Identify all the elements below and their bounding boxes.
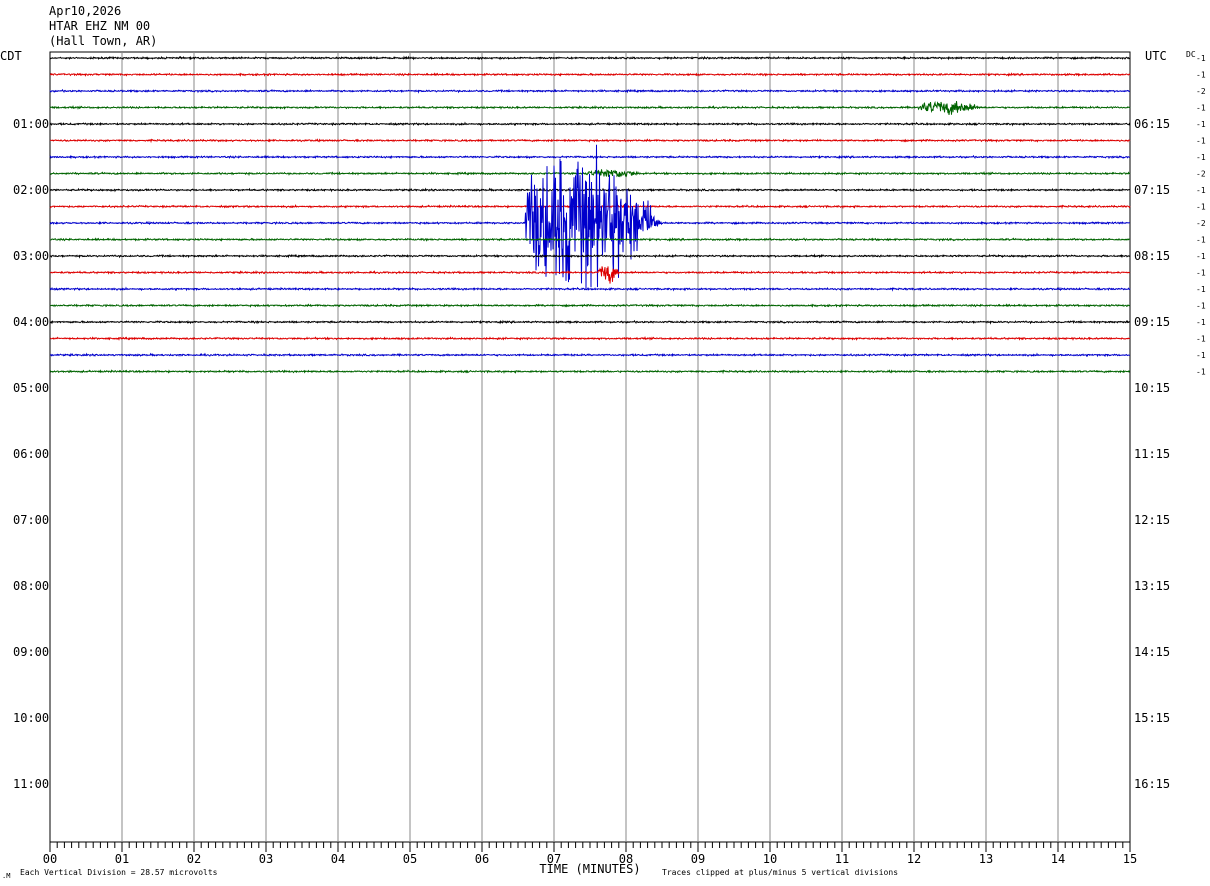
x-tick-label: 14 bbox=[1051, 852, 1065, 866]
trace-line bbox=[49, 369, 1131, 375]
right-hour-label: 08:15 bbox=[1134, 249, 1170, 263]
dc-offset-label: -1 bbox=[1196, 203, 1206, 212]
left-hour-label: 05:00 bbox=[13, 381, 49, 395]
trace-line bbox=[49, 55, 1131, 61]
right-hour-label: 12:15 bbox=[1134, 513, 1170, 527]
x-tick-label: 12 bbox=[907, 852, 921, 866]
right-hour-label: 14:15 bbox=[1134, 645, 1170, 659]
left-hour-label: 04:00 bbox=[13, 315, 49, 329]
x-tick-label: 10 bbox=[763, 852, 777, 866]
dc-offset-label: -1 bbox=[1196, 137, 1206, 146]
trace-line bbox=[49, 88, 1131, 94]
x-axis-title: TIME (MINUTES) bbox=[539, 862, 640, 876]
right-hour-label: 06:15 bbox=[1134, 117, 1170, 131]
trace-line bbox=[49, 319, 1131, 325]
corner-mark: .M bbox=[2, 872, 10, 880]
dc-offset-label: -1 bbox=[1196, 351, 1206, 360]
x-tick-label: 00 bbox=[43, 852, 57, 866]
right-hour-label: 13:15 bbox=[1134, 579, 1170, 593]
dc-offset-label: -1 bbox=[1196, 71, 1206, 80]
location-label: (Hall Town, AR) bbox=[49, 34, 157, 48]
station-label: HTAR EHZ NM 00 bbox=[49, 19, 150, 33]
dc-offset-label: -1 bbox=[1196, 252, 1206, 261]
right-hour-label: 15:15 bbox=[1134, 711, 1170, 725]
grid bbox=[49, 51, 1131, 843]
left-hour-label: 01:00 bbox=[13, 117, 49, 131]
x-tick-label: 01 bbox=[115, 852, 129, 866]
trace-line bbox=[49, 144, 1131, 291]
right-timezone-label: UTC bbox=[1145, 49, 1167, 63]
dc-offset-label: -1 bbox=[1196, 318, 1206, 327]
dc-offset-label: -1 bbox=[1196, 269, 1206, 278]
left-hour-label: 10:00 bbox=[13, 711, 49, 725]
date-label: Apr10,2026 bbox=[49, 4, 121, 18]
left-hour-label: 07:00 bbox=[13, 513, 49, 527]
x-tick-label: 03 bbox=[259, 852, 273, 866]
left-hour-label: 06:00 bbox=[13, 447, 49, 461]
x-tick-label: 15 bbox=[1123, 852, 1137, 866]
dc-offset-label: -1 bbox=[1196, 368, 1206, 377]
scale-note: Each Vertical Division = 28.57 microvolt… bbox=[20, 868, 218, 877]
trace-line bbox=[50, 169, 1131, 178]
trace-line bbox=[49, 336, 1131, 341]
right-hour-label: 10:15 bbox=[1134, 381, 1170, 395]
x-tick-label: 04 bbox=[331, 852, 345, 866]
x-axis: 00 01 02 03 04 05 06 07 08 09 10 11 12 13 14 15 bbox=[43, 842, 1137, 866]
trace-line bbox=[49, 154, 1131, 160]
trace-line bbox=[50, 121, 1131, 127]
left-hour-label: 09:00 bbox=[13, 645, 49, 659]
dc-offset-label: -1 bbox=[1196, 302, 1206, 311]
dc-offset-label: -2 bbox=[1196, 219, 1206, 228]
x-tick-label: 05 bbox=[403, 852, 417, 866]
trace-line bbox=[50, 266, 1131, 284]
trace-line bbox=[49, 237, 1130, 242]
x-tick-label: 06 bbox=[475, 852, 489, 866]
x-tick-label: 07 bbox=[547, 852, 561, 866]
dc-offset-label: -1 bbox=[1196, 120, 1206, 129]
hour-labels: 01:00 02:00 03:00 04:00 05:00 06:00 07:00 08:00… bbox=[13, 117, 1170, 791]
right-hour-label: 11:15 bbox=[1134, 447, 1170, 461]
right-hour-label: 07:15 bbox=[1134, 183, 1170, 197]
right-hour-label: 09:15 bbox=[1134, 315, 1170, 329]
trace-line bbox=[49, 253, 1131, 259]
x-tick-label: 02 bbox=[187, 852, 201, 866]
dc-offset-label: -1 bbox=[1196, 335, 1206, 344]
right-hour-label: 16:15 bbox=[1134, 777, 1170, 791]
trace-line bbox=[49, 303, 1131, 308]
left-timezone-label: CDT bbox=[0, 49, 22, 63]
dc-offset-label: -2 bbox=[1196, 170, 1206, 179]
left-hour-label: 02:00 bbox=[13, 183, 49, 197]
dc-offset-label: -1 bbox=[1196, 285, 1206, 294]
dc-offset-label: -2 bbox=[1196, 87, 1206, 96]
trace-line bbox=[49, 138, 1131, 144]
trace-line bbox=[49, 352, 1130, 358]
dc-offset-label: -1 bbox=[1196, 104, 1206, 113]
trace-line bbox=[49, 72, 1131, 77]
dc-offset-label: -1 bbox=[1196, 236, 1206, 245]
left-hour-label: 11:00 bbox=[13, 777, 49, 791]
left-hour-label: 08:00 bbox=[13, 579, 49, 593]
trace-line bbox=[49, 100, 1131, 115]
left-hour-label: 03:00 bbox=[13, 249, 49, 263]
dc-offset-labels: -1 -1 -2 -1 -1 -1 -1 -2 -1 -1 -2 -1 -1 -1 -1 -1 -1 -1 -1 -1 bbox=[1196, 54, 1206, 377]
dc-offset-label: -1 bbox=[1196, 153, 1206, 162]
dc-offset-label: -1 bbox=[1196, 186, 1206, 195]
x-tick-label: 09 bbox=[691, 852, 705, 866]
plot-frame bbox=[49, 51, 1131, 843]
x-tick-label: 08 bbox=[619, 852, 633, 866]
dc-offset-label: -1 bbox=[1196, 54, 1206, 63]
seismic-traces bbox=[49, 55, 1131, 375]
dc-label: DC bbox=[1186, 50, 1196, 59]
x-tick-label: 11 bbox=[835, 852, 849, 866]
trace-line bbox=[49, 286, 1131, 292]
clip-note: Traces clipped at plus/minus 5 vertical … bbox=[662, 868, 898, 877]
x-tick-label: 13 bbox=[979, 852, 993, 866]
